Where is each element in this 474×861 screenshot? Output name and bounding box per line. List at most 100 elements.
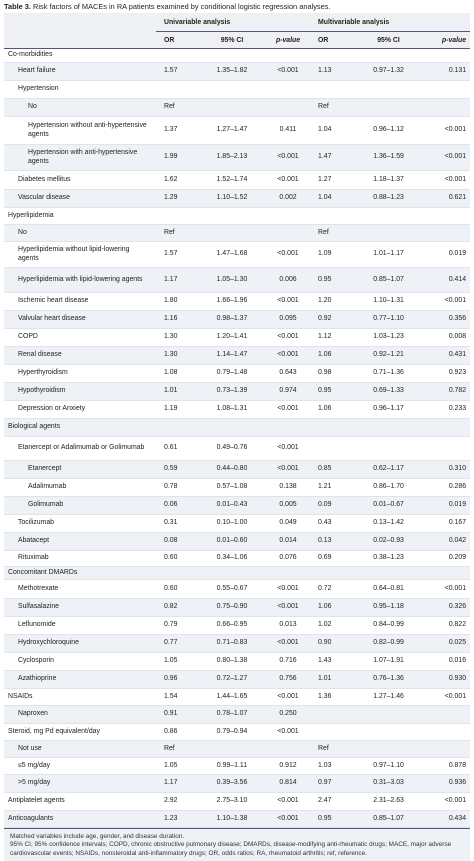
multivariable-pvalue (418, 224, 471, 242)
univariable-pvalue: 0.411 (262, 116, 315, 145)
multivariable-ci: 0.84–0.99 (359, 616, 419, 635)
table-row: No Ref Ref (4, 224, 471, 242)
multivariable-ci (359, 723, 419, 741)
univariable-pvalue: <0.001 (262, 346, 315, 365)
multivariable-ci: 0.88–1.23 (359, 189, 419, 208)
univariable-pvalue: <0.001 (262, 292, 315, 311)
univariable-pvalue (262, 224, 315, 242)
multivariable-or: 1.03 (314, 757, 360, 775)
univariable-pvalue: 0.005 (262, 496, 315, 515)
univariable-ci: 1.05–1.30 (202, 267, 262, 293)
multivariable-or: 0.09 (314, 496, 360, 515)
multivariable-ci: 0.13–1.42 (359, 514, 419, 533)
univariable-pvalue: <0.001 (262, 170, 315, 190)
multivariable-ci: 0.69–1.33 (359, 382, 419, 401)
univariable-pvalue: 0.014 (262, 532, 315, 551)
multivariable-ci: 0.64–0.81 (359, 579, 419, 599)
univariable-pvalue: <0.001 (262, 792, 315, 811)
multivariable-or: 1.04 (314, 189, 360, 208)
univariable-pvalue: 0.006 (262, 267, 315, 293)
multivariable-pvalue (418, 48, 471, 63)
multivariable-ci: 0.82–0.99 (359, 634, 419, 653)
table-row: Antiplatelet agents 2.92 2.75–3.10 <0.001 2.… (4, 792, 471, 811)
univariable-or: 0.08 (156, 532, 202, 551)
row-label: Azathioprine (4, 670, 156, 689)
row-label: Sulfasalazine (4, 598, 156, 617)
univariable-pvalue: 0.716 (262, 652, 315, 671)
row-label: No (4, 98, 156, 117)
table-row: Etanercept or Adalimumab or Golimumab 0.6… (4, 436, 471, 461)
univariable-pvalue: <0.001 (262, 810, 315, 828)
row-label: Not use (4, 740, 156, 758)
multivariable-ci: 1.03–1.23 (359, 328, 419, 347)
multivariable-or (314, 723, 360, 741)
univariable-ci: 1.10–1.38 (202, 810, 262, 828)
univariable-pvalue: 0.076 (262, 550, 315, 567)
table-row: Hydroxychloroquine 0.77 0.71–0.83 <0.001 0.9… (4, 634, 471, 653)
row-label: Etanercept or Adalimumab or Golimumab (4, 436, 156, 461)
row-label: Hyperlipidemia (4, 207, 156, 225)
univariable-pvalue: 0.912 (262, 757, 315, 775)
univariable-pvalue: <0.001 (262, 579, 315, 599)
footnote-abbreviations: 95% CI, 95% confidence intervals; COPD, … (10, 841, 452, 857)
header-row-groups: Univariable analysis Multivariable analy… (4, 13, 471, 32)
univariable-pvalue: 0.002 (262, 189, 315, 208)
univariable-pvalue-header: p-value (262, 31, 315, 49)
multivariable-ci: 0.95–1.18 (359, 598, 419, 617)
table-row: Concomitant DMARDs (4, 566, 471, 580)
multivariable-ci: 0.71–1.36 (359, 364, 419, 383)
table-row: Tocilizumab 0.31 0.10–1.00 0.049 0.43 0.13–1.… (4, 514, 471, 533)
multivariable-or: 0.69 (314, 550, 360, 567)
univariable-pvalue (262, 80, 315, 99)
univariable-pvalue: 0.814 (262, 774, 315, 793)
univariable-or: 1.62 (156, 170, 202, 190)
footnote-matching: Matched variables include age, gender, a… (10, 833, 185, 840)
multivariable-or: Ref (314, 224, 360, 242)
table-row: Hypertension without anti-hypertensive a… (4, 116, 471, 145)
univariable-pvalue (262, 418, 315, 437)
multivariable-or (314, 418, 360, 437)
table-row: Azathioprine 0.96 0.72–1.27 0.756 1.01 0.76–1… (4, 670, 471, 689)
table-row: Rituximab 0.60 0.34–1.06 0.076 0.69 0.38–1.23… (4, 550, 471, 567)
multivariable-ci (359, 740, 419, 758)
multivariable-ci: 0.38–1.23 (359, 550, 419, 567)
table-row: Abatacept 0.08 0.01–0.60 0.014 0.13 0.02–0.93… (4, 532, 471, 551)
univariable-or: Ref (156, 98, 202, 117)
univariable-ci: 0.49–0.76 (202, 436, 262, 461)
multivariable-pvalue (418, 723, 471, 741)
table-row: Hypertension (4, 80, 471, 99)
univariable-or: 1.19 (156, 400, 202, 419)
univariable-ci: 1.47–1.68 (202, 241, 262, 268)
multivariable-pvalue: 0.233 (418, 400, 471, 419)
univariable-or: 0.06 (156, 496, 202, 515)
row-label: Hypertension with anti-hypertensive agen… (4, 144, 156, 171)
multivariable-pvalue: <0.001 (418, 688, 471, 706)
multivariable-ci (359, 48, 419, 63)
multivariable-pvalue: 0.356 (418, 310, 471, 329)
multivariable-ci (359, 436, 419, 461)
univariable-or: 1.54 (156, 688, 202, 706)
univariable-pvalue: <0.001 (262, 460, 315, 479)
multivariable-ci (359, 207, 419, 225)
multivariable-or: 1.13 (314, 62, 360, 81)
univariable-pvalue: <0.001 (262, 723, 315, 741)
table-row: Leflunomide 0.79 0.66–0.95 0.013 1.02 0.84–0.… (4, 616, 471, 635)
row-label: Anticoagulants (4, 810, 156, 828)
multivariable-pvalue: 0.878 (418, 757, 471, 775)
univariable-or: 2.92 (156, 792, 202, 811)
multivariable-or: 1.36 (314, 688, 360, 706)
row-label: >5 mg/day (4, 774, 156, 793)
multivariable-ci: 0.01–0.67 (359, 496, 419, 515)
row-label: Rituximab (4, 550, 156, 567)
multivariable-ci (359, 80, 419, 99)
row-label: Leflunomide (4, 616, 156, 635)
table-row: No Ref Ref (4, 98, 471, 117)
table-row: Ischemic heart disease 1.80 1.66–1.96 <0.00… (4, 292, 471, 311)
univariable-or: 1.17 (156, 267, 202, 293)
multivariable-or: 0.95 (314, 382, 360, 401)
univariable-pvalue (262, 48, 315, 63)
multivariable-or: 1.47 (314, 144, 360, 171)
univariable-or: Ref (156, 224, 202, 242)
multivariable-ci: 0.97–1.32 (359, 62, 419, 81)
multivariable-pvalue (418, 705, 471, 724)
